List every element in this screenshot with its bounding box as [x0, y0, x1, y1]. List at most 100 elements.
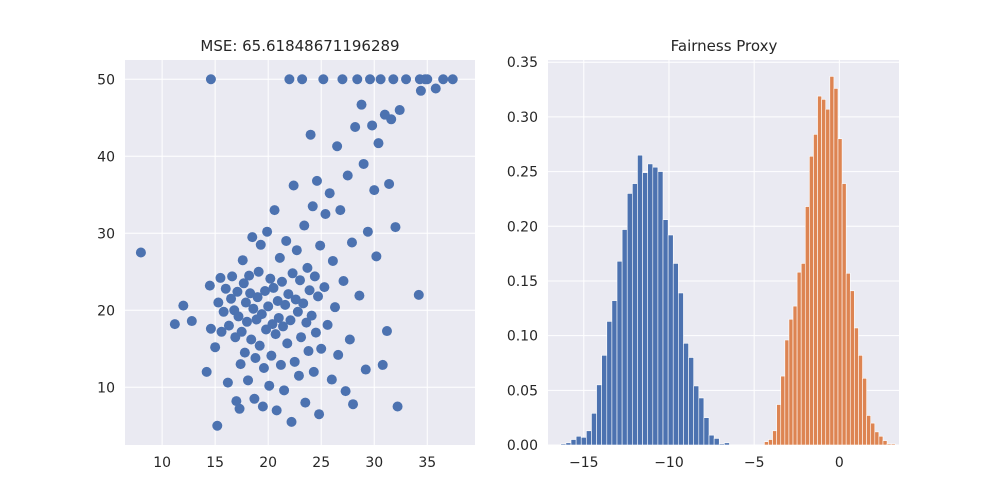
scatter-point: [430, 83, 441, 94]
histogram-bar-series-1: [652, 166, 659, 446]
histogram-bar-series-2: [890, 443, 896, 446]
scatter-point: [291, 245, 302, 256]
scatter-point: [295, 275, 305, 286]
scatter-x-tick-label: 20: [259, 455, 277, 471]
scatter-point: [244, 270, 255, 281]
histogram-bar-series-1: [718, 443, 725, 446]
histogram-bar-series-2: [780, 375, 786, 446]
scatter-point: [371, 251, 382, 262]
histogram-bar-series-2: [772, 430, 777, 446]
scatter-point: [270, 329, 281, 340]
histogram-y-tick-label: 0.00: [507, 438, 538, 454]
scatter-point: [289, 356, 300, 367]
scatter-y-tick-label: 40: [97, 149, 115, 165]
scatter-point: [213, 297, 224, 308]
histogram-bar-series-1: [678, 292, 684, 446]
scatter-point: [302, 262, 313, 273]
scatter-point: [252, 292, 263, 303]
scatter-point: [308, 366, 319, 377]
scatter-point: [305, 129, 316, 140]
scatter-point: [234, 403, 245, 414]
histogram-bar-series-1: [570, 439, 577, 446]
histogram-bar-series-1: [632, 183, 638, 446]
histogram-bar-series-2: [837, 138, 843, 446]
scatter-point: [288, 180, 299, 191]
scatter-title: MSE: 65.61848671196289: [200, 37, 399, 55]
histogram-y-tick-label: 0.15: [507, 274, 538, 290]
scatter-point: [337, 74, 348, 85]
histogram-bar-series-1: [698, 397, 705, 446]
histogram-tick-labels: −15 −10 −5 0 0.00 0.05 0.10 0.15 0.20 0.25 0.30 0.3…: [507, 55, 844, 471]
scatter-point: [322, 319, 333, 330]
scatter-point: [281, 235, 292, 246]
scatter-point: [212, 420, 223, 431]
histogram-bar-series-1: [662, 219, 669, 446]
histogram-bar-series-1: [637, 154, 643, 446]
scatter-point: [327, 255, 338, 266]
histogram-bar-series-2: [862, 377, 867, 446]
scatter-point: [226, 293, 237, 304]
scatter-point: [279, 385, 290, 396]
scatter-point: [272, 296, 283, 307]
scatter-point: [286, 416, 297, 427]
scatter-point: [262, 226, 273, 237]
scatter-y-tick-label: 50: [97, 72, 115, 88]
scatter-point: [241, 316, 252, 327]
scatter-x-tick-label: 30: [365, 455, 383, 471]
scatter-points: [135, 74, 458, 431]
scatter-point: [249, 393, 260, 404]
scatter-point: [332, 141, 343, 152]
scatter-point: [204, 280, 215, 291]
scatter-point: [324, 188, 335, 199]
scatter-point: [354, 290, 365, 301]
histogram-bar-series-2: [858, 355, 863, 446]
scatter-point: [369, 185, 380, 196]
scatter-point: [250, 352, 261, 363]
histogram-bar-series-2: [882, 440, 888, 446]
scatter-point: [401, 74, 412, 85]
scatter-point: [315, 240, 326, 251]
scatter-point: [201, 366, 212, 377]
scatter-point: [348, 399, 359, 410]
histogram-bar-series-1: [606, 321, 613, 446]
scatter-point: [284, 74, 295, 85]
histogram-x-tick-label: −5: [744, 455, 765, 471]
scatter-point: [422, 74, 433, 85]
scatter-x-tick-label: 10: [153, 455, 171, 471]
histogram-bar-series-2: [866, 415, 872, 446]
scatter-point: [232, 286, 243, 297]
scatter-point: [227, 271, 238, 282]
scatter-point: [367, 120, 378, 131]
scatter-point: [309, 271, 320, 282]
histogram-bar-series-1: [647, 163, 654, 446]
scatter-point: [333, 349, 344, 360]
histogram-bar-series-1: [596, 384, 602, 446]
scatter-point: [285, 315, 296, 326]
scatter-point: [276, 276, 287, 287]
histogram-bar-series-1: [565, 442, 572, 446]
scatter-point: [301, 317, 312, 328]
scatter-point: [388, 74, 399, 85]
histogram-bar-series-1: [616, 260, 623, 446]
histogram-bar-series-1: [672, 263, 679, 446]
scatter-point: [320, 209, 331, 219]
scatter-point: [300, 397, 311, 408]
scatter-point: [280, 299, 291, 310]
scatter-chart: 10 15 20 25 30 35 10 20 30 40 50 MSE: 65.618486711…: [97, 37, 475, 471]
scatter-point: [386, 114, 397, 125]
scatter-point: [255, 239, 266, 250]
scatter-point: [205, 74, 216, 85]
histogram-x-tick-label: −15: [569, 455, 599, 471]
histogram-y-tick-label: 0.20: [507, 219, 538, 235]
scatter-point: [390, 222, 401, 233]
scatter-point: [246, 334, 257, 345]
histogram-x-tick-label: −10: [654, 455, 684, 471]
scatter-point: [307, 201, 318, 212]
histogram-bar-series-1: [693, 385, 700, 446]
histogram-x-tick-label: 0: [835, 455, 844, 471]
histogram-y-tick-label: 0.05: [507, 383, 538, 399]
scatter-point: [275, 359, 286, 370]
scatter-point: [215, 272, 226, 283]
scatter-point: [267, 319, 278, 330]
scatter-point: [178, 300, 189, 311]
